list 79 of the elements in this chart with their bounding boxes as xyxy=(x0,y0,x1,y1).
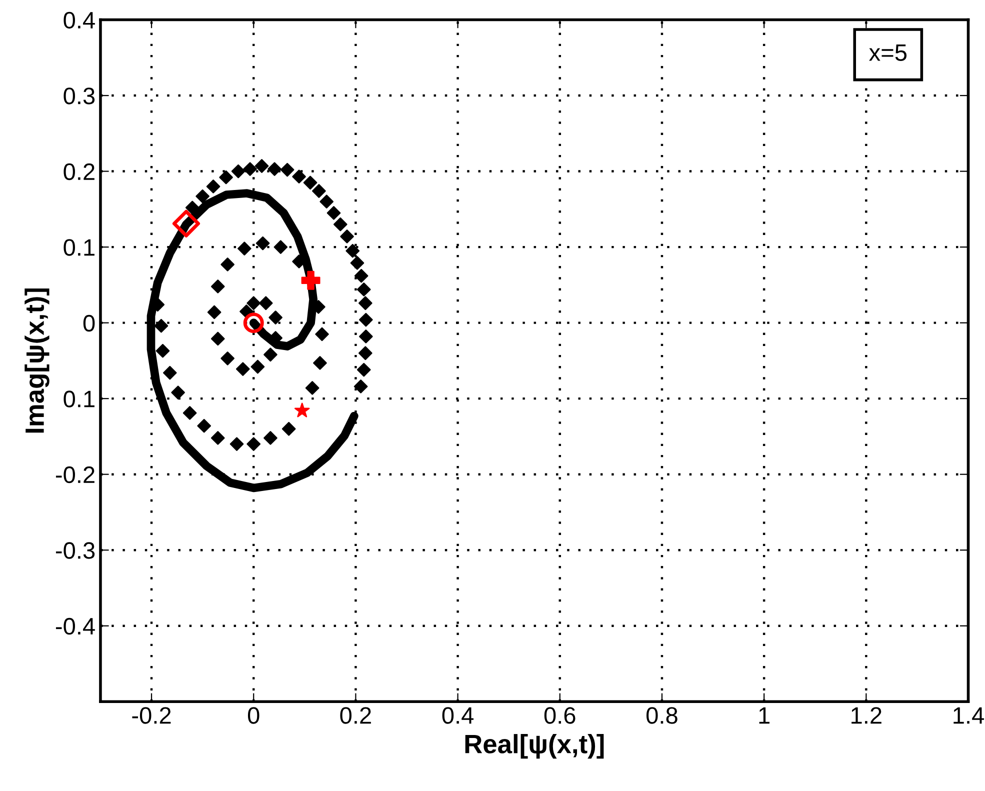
point xyxy=(256,236,270,250)
point xyxy=(243,312,264,334)
point xyxy=(156,344,170,358)
x-tick-label: -0.2 xyxy=(132,707,171,724)
point xyxy=(210,332,225,346)
point xyxy=(243,162,257,176)
point xyxy=(246,296,261,310)
point xyxy=(182,406,197,420)
y-tick-label: 0.2 xyxy=(64,163,94,180)
point xyxy=(356,282,371,296)
point xyxy=(333,217,348,232)
point xyxy=(207,305,222,320)
point xyxy=(197,418,211,433)
point xyxy=(280,162,294,177)
x-tick-label: 0 xyxy=(248,707,260,724)
point xyxy=(292,170,306,184)
point xyxy=(246,437,261,451)
point xyxy=(238,242,252,256)
x-tick-label: 0.8 xyxy=(646,707,678,724)
point xyxy=(220,352,234,366)
x-tick-label: 0.4 xyxy=(442,707,474,724)
point xyxy=(356,362,371,377)
point xyxy=(326,206,341,220)
point xyxy=(359,312,373,327)
point xyxy=(206,180,220,194)
x-tick-label: 1.2 xyxy=(852,707,882,724)
point xyxy=(350,256,364,270)
point xyxy=(294,402,310,418)
y-tick-label: 0.3 xyxy=(64,88,95,104)
point xyxy=(358,346,372,360)
point xyxy=(312,184,326,198)
point xyxy=(346,244,360,258)
y-tick-label: 0.4 xyxy=(64,12,95,29)
point xyxy=(154,318,168,333)
x-tick-label: 1 xyxy=(759,707,770,724)
point xyxy=(301,270,320,290)
point xyxy=(354,268,368,283)
point xyxy=(172,210,200,238)
point xyxy=(320,194,334,209)
point xyxy=(282,422,296,436)
x-axis-title: Real[ψ(x,t)] xyxy=(465,734,604,759)
point xyxy=(254,159,269,173)
point xyxy=(219,170,233,184)
point xyxy=(268,162,282,176)
y-tick-label: -0.4 xyxy=(56,618,95,635)
point xyxy=(264,348,278,362)
point xyxy=(340,230,354,244)
y-tick-label: -0.2 xyxy=(56,466,94,484)
annotation: x=5 xyxy=(869,44,907,61)
point xyxy=(250,360,265,374)
y-tick-label: 0 xyxy=(83,314,95,332)
point xyxy=(231,164,246,178)
point xyxy=(305,381,320,395)
point xyxy=(354,380,368,394)
point xyxy=(230,437,244,451)
point xyxy=(236,362,250,376)
point xyxy=(315,327,329,342)
y-tick-label: 0.1 xyxy=(64,239,94,256)
point xyxy=(274,240,288,254)
y-axis-title: Imag[ψ(x,t)] xyxy=(24,288,50,433)
point xyxy=(196,189,210,204)
point xyxy=(268,310,282,324)
point xyxy=(264,431,278,445)
x-tick-label: 0.2 xyxy=(340,707,371,724)
y-tick-label: 0.1 xyxy=(64,390,94,408)
x-tick-label: 1.4 xyxy=(954,707,984,724)
point xyxy=(185,200,200,215)
point xyxy=(313,356,327,370)
point xyxy=(303,176,318,190)
point xyxy=(359,330,373,344)
point xyxy=(210,280,225,294)
point xyxy=(220,258,234,272)
point xyxy=(210,431,225,445)
point xyxy=(171,386,185,400)
point xyxy=(258,296,273,310)
x-tick-label: 0.6 xyxy=(544,707,576,724)
point xyxy=(162,366,177,380)
y-tick-label: -0.3 xyxy=(56,542,95,559)
point xyxy=(358,296,372,310)
